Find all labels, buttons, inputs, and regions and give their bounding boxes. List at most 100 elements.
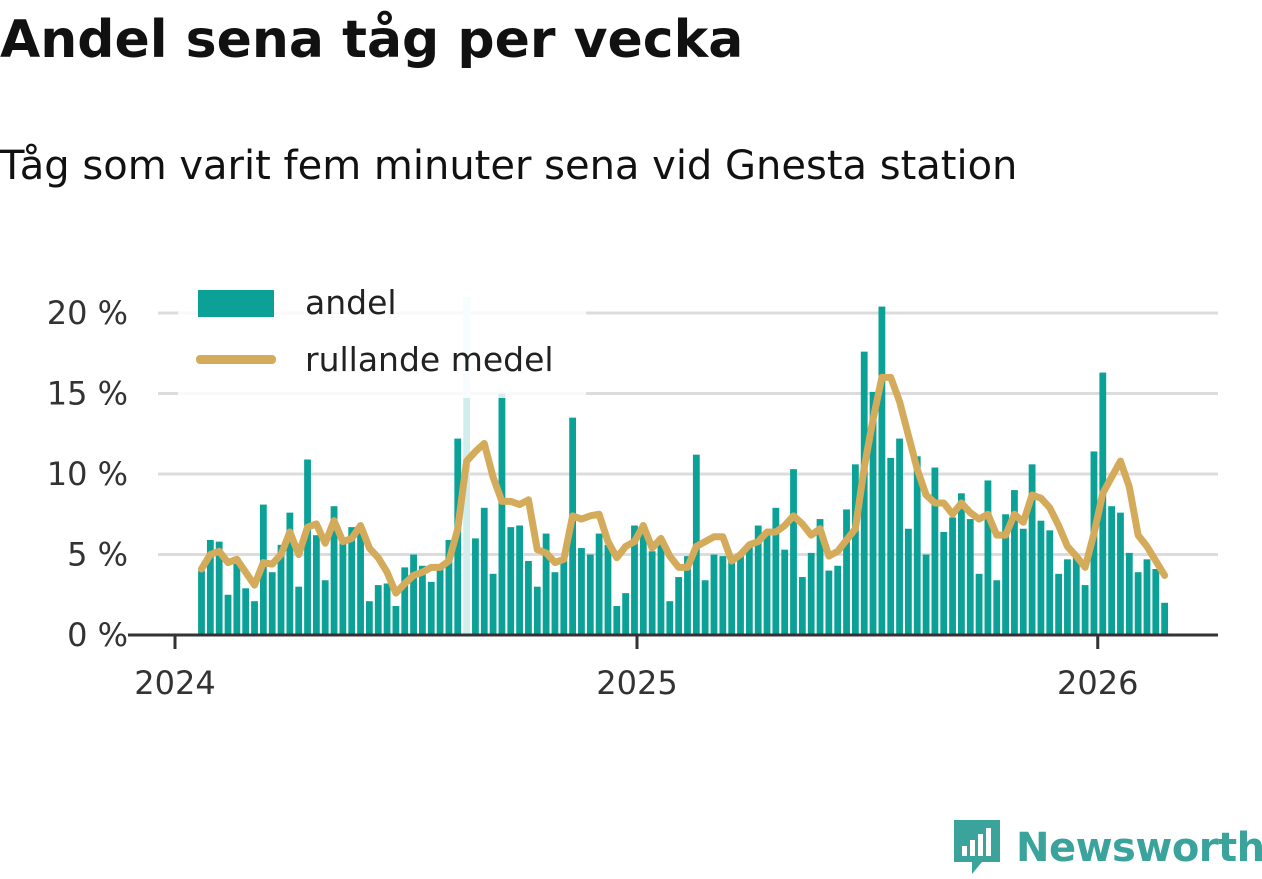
bar (374, 585, 382, 635)
bar (904, 528, 912, 635)
legend-label-rullande-medel: rullande medel (305, 340, 554, 379)
bar (825, 570, 833, 635)
bar (1011, 490, 1018, 635)
bar (1161, 602, 1169, 635)
bar (631, 525, 638, 635)
bar (790, 469, 797, 635)
bar (834, 565, 842, 635)
bar (931, 467, 939, 635)
bar (268, 572, 276, 635)
bar (993, 580, 1001, 635)
bar (1108, 506, 1116, 635)
axes: 0 % 5 % 10 % 15 % 20 % 2024 2025 2026 (47, 294, 1218, 702)
bar (321, 580, 329, 635)
bar (312, 535, 320, 635)
legend-swatch-rullande-medel (196, 355, 276, 364)
bar (869, 391, 877, 635)
bar (357, 528, 364, 635)
bar (781, 549, 789, 635)
bar (887, 457, 895, 635)
bar (949, 517, 956, 635)
bar (1002, 514, 1009, 635)
newsworthy-logo: Newsworthy (950, 818, 1262, 878)
bar (1143, 559, 1151, 635)
bar (348, 527, 356, 635)
bar (251, 601, 258, 635)
legend: andel rullande medel (178, 280, 586, 398)
bar (1028, 464, 1036, 635)
y-tick-label: 5 % (67, 536, 128, 574)
bar (595, 533, 603, 635)
bar (604, 544, 612, 635)
bar (851, 464, 859, 635)
bar (410, 554, 417, 635)
y-tick-label: 15 % (47, 375, 128, 413)
bar (578, 548, 585, 635)
bar (1037, 520, 1045, 635)
bar (392, 606, 400, 635)
chart-subtitle: Tåg som varit fem minuter sena vid Gnest… (0, 143, 1018, 189)
bar (657, 541, 665, 635)
bar (215, 541, 223, 635)
bar (1134, 572, 1142, 635)
bar (807, 552, 815, 635)
bar (737, 554, 744, 635)
bar (975, 573, 983, 635)
brand-name: Newsworthy (1016, 825, 1262, 871)
bar (286, 512, 294, 635)
bar (586, 554, 594, 635)
bar (1046, 530, 1054, 635)
bar (913, 456, 921, 635)
bar (648, 551, 656, 635)
y-tick-label: 10 % (47, 455, 128, 493)
bar (763, 531, 771, 635)
x-tick-label: 2025 (596, 664, 677, 702)
bar (1064, 559, 1071, 635)
bar (498, 393, 506, 635)
bar (1117, 512, 1124, 635)
bar (507, 527, 515, 635)
bar (843, 509, 850, 635)
bar (613, 606, 621, 635)
bar (525, 560, 532, 635)
bar (1125, 552, 1133, 635)
bar (436, 565, 444, 635)
bar (710, 554, 718, 635)
bar (1019, 528, 1027, 635)
bar (984, 480, 992, 635)
bar (772, 507, 780, 635)
bar (551, 572, 559, 635)
x-tick-label: 2024 (134, 664, 215, 702)
bar (1072, 557, 1080, 635)
bar (224, 594, 232, 635)
chart-title: Andel sena tåg per vecka (0, 10, 744, 70)
bar (1081, 585, 1089, 635)
bar-chart-badge-icon (954, 820, 1000, 874)
y-tick-label: 0 % (67, 616, 128, 654)
x-tick-label: 2026 (1057, 664, 1138, 702)
bar (666, 601, 674, 635)
legend-label-andel: andel (305, 283, 397, 322)
bar (798, 577, 806, 635)
bar (233, 557, 241, 635)
bar (533, 586, 541, 635)
bar (719, 556, 727, 635)
bar (728, 556, 736, 635)
bar (445, 540, 453, 635)
bar (684, 556, 691, 635)
bar (365, 601, 373, 635)
bar (1055, 573, 1063, 635)
bar (472, 538, 479, 635)
bar (480, 507, 488, 635)
bar (198, 570, 205, 635)
bar (966, 519, 974, 635)
line-series-rullande-medel (198, 373, 1169, 597)
bar (516, 525, 524, 635)
bar (277, 544, 285, 635)
bar (1152, 568, 1160, 635)
bar (401, 567, 409, 635)
bar (489, 573, 497, 635)
bar (542, 533, 550, 635)
bar (419, 565, 426, 635)
bar (745, 546, 753, 635)
